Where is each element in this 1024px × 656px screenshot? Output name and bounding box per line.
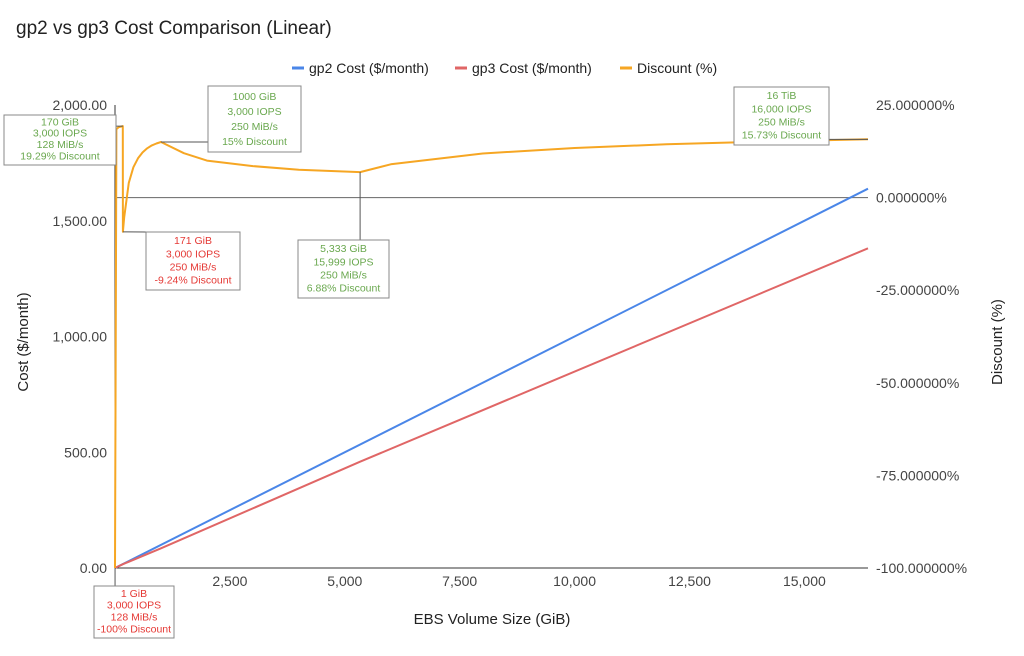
annotation-text: 128 MiB/s bbox=[111, 611, 158, 623]
annotation-text: 3,000 IOPS bbox=[107, 600, 161, 612]
x-tick-label: 10,000 bbox=[553, 573, 596, 589]
series-group bbox=[115, 126, 868, 568]
legend: gp2 Cost ($/month) gp3 Cost ($/month) Disc… bbox=[292, 60, 717, 76]
annotation-text: 5,333 GiB bbox=[320, 243, 367, 255]
y2-axis-title: Discount (%) bbox=[989, 299, 1006, 385]
annotation-text: 250 MiB/s bbox=[231, 121, 278, 133]
annotation-text: 170 GiB bbox=[41, 116, 79, 128]
annotation-text: 16 TiB bbox=[767, 90, 797, 102]
y2-tick-label: 25.000000% bbox=[876, 97, 955, 113]
y2-tick-label: -50.000000% bbox=[876, 375, 959, 391]
legend-label-2: gp3 Cost ($/month) bbox=[472, 60, 592, 76]
annotation-text: 15% Discount bbox=[222, 136, 287, 148]
annotation-text: -9.24% Discount bbox=[154, 275, 231, 287]
annotation-text: 3,000 IOPS bbox=[166, 248, 220, 260]
annotation-2: 1000 GiB 3,000 IOPS 250 MiB/s 15% Discount bbox=[161, 86, 301, 152]
y2-tick-label: -100.000000% bbox=[876, 560, 967, 576]
y2-tick-label: -25.000000% bbox=[876, 282, 959, 298]
y-axis-title: Cost ($/month) bbox=[15, 292, 32, 391]
y-tick-label: 1,000.00 bbox=[53, 329, 108, 345]
annotation-text: 128 MiB/s bbox=[37, 139, 84, 151]
x-tick-label: 12,500 bbox=[668, 573, 711, 589]
axes-group: 0.00 500.00 1,000.00 1,500.00 2,000.00 -100.0… bbox=[53, 97, 968, 589]
chart-title: gp2 vs gp3 Cost Comparison (Linear) bbox=[16, 18, 332, 39]
annotation-text: 1 GiB bbox=[121, 588, 147, 600]
y-tick-label: 0.00 bbox=[80, 560, 107, 576]
annotation-text: 19.29% Discount bbox=[20, 150, 99, 162]
y-tick-label: 2,000.00 bbox=[53, 97, 108, 113]
x-tick-label: 5,000 bbox=[327, 573, 362, 589]
x-tick-label: 7,500 bbox=[442, 573, 477, 589]
series-line-2 bbox=[115, 248, 868, 568]
x-axis-title: EBS Volume Size (GiB) bbox=[414, 611, 571, 628]
annotation-text: 3,000 IOPS bbox=[227, 106, 281, 118]
annotation-text: 3,000 IOPS bbox=[33, 128, 87, 140]
legend-label-1: gp2 Cost ($/month) bbox=[309, 60, 429, 76]
annotation-text: 6.88% Discount bbox=[307, 283, 381, 295]
annotation-text: 16,000 IOPS bbox=[751, 103, 811, 115]
y2-tick-label: 0.000000% bbox=[876, 190, 947, 206]
y2-tick-label: -75.000000% bbox=[876, 467, 959, 483]
series-line-3 bbox=[115, 126, 868, 568]
y-tick-label: 500.00 bbox=[64, 444, 107, 460]
annotation-text: 250 MiB/s bbox=[758, 117, 805, 129]
annotation-text: 1000 GiB bbox=[233, 91, 277, 103]
annotation-text: 15,999 IOPS bbox=[313, 256, 373, 268]
legend-label-3: Discount (%) bbox=[637, 60, 717, 76]
y-tick-label: 1,500.00 bbox=[53, 213, 108, 229]
x-tick-label: 15,000 bbox=[783, 573, 826, 589]
annotation-text: 171 GiB bbox=[174, 235, 212, 247]
annotation-text: 250 MiB/s bbox=[320, 270, 367, 282]
annotation-text: 250 MiB/s bbox=[170, 262, 217, 274]
annotation-text: 15.73% Discount bbox=[742, 130, 821, 142]
annotation-text: -100% Discount bbox=[97, 623, 171, 635]
x-tick-label: 2,500 bbox=[212, 573, 247, 589]
